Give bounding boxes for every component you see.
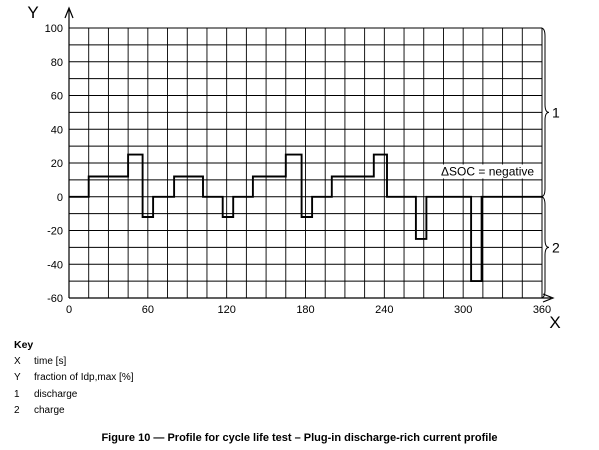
- key-row-y: Y fraction of Idp,max [%]: [14, 370, 134, 387]
- axes: [64, 6, 555, 303]
- x-tick-label: 240: [375, 304, 393, 316]
- region-label-charge: 2: [552, 239, 560, 255]
- y-axis-label: Y: [27, 3, 38, 22]
- key-row-x: X time [s]: [14, 354, 134, 371]
- y-tick-label: 20: [51, 158, 63, 170]
- key-symbol: X: [14, 355, 21, 367]
- key: Key X time [s] Y fraction of Idp,max [%]…: [14, 337, 134, 420]
- x-tick-label: 180: [296, 304, 314, 316]
- current-profile-series: [69, 153, 542, 283]
- key-symbol: Y: [14, 372, 21, 383]
- x-tick-label: 60: [142, 304, 154, 316]
- x-tick-label: 120: [217, 304, 235, 316]
- key-title: Key: [14, 339, 34, 351]
- key-text: fraction of Idp,max [%]: [34, 372, 134, 383]
- annotation-delta-soc: ΔSOC = negative: [441, 165, 534, 179]
- y-tick-label: 80: [51, 57, 63, 69]
- x-tick-label: 0: [66, 304, 72, 316]
- key-symbol: 2: [14, 405, 20, 416]
- x-tick-label: 360: [533, 304, 551, 316]
- figure-caption: Figure 10 — Profile for cycle life test …: [101, 432, 498, 444]
- y-axis-arrow: [64, 6, 74, 19]
- x-axis-arrow: [542, 293, 555, 303]
- annotation-background: [438, 164, 536, 179]
- region-label-discharge: 1: [552, 104, 560, 120]
- y-tick-label: -40: [47, 259, 63, 271]
- y-tick-label: 100: [45, 23, 63, 35]
- x-axis-label: X: [549, 313, 560, 330]
- bracket-charge: [540, 196, 550, 299]
- key-symbol: 1: [14, 388, 20, 400]
- y-tick-label: 40: [51, 124, 63, 136]
- y-tick-label: -60: [47, 293, 63, 305]
- y-tick-label: -20: [47, 226, 63, 238]
- bracket-discharge: [540, 27, 550, 198]
- key-row-2: 2 charge: [14, 403, 134, 420]
- y-tick-label: 0: [57, 192, 63, 204]
- key-text: charge: [34, 405, 65, 416]
- x-tick-label: 300: [454, 304, 472, 316]
- series-layer: [69, 153, 542, 283]
- key-text: time [s]: [34, 355, 67, 367]
- y-tick-label: 60: [51, 91, 63, 103]
- key-row-1: 1 discharge: [14, 387, 134, 404]
- key-text: discharge: [34, 388, 78, 400]
